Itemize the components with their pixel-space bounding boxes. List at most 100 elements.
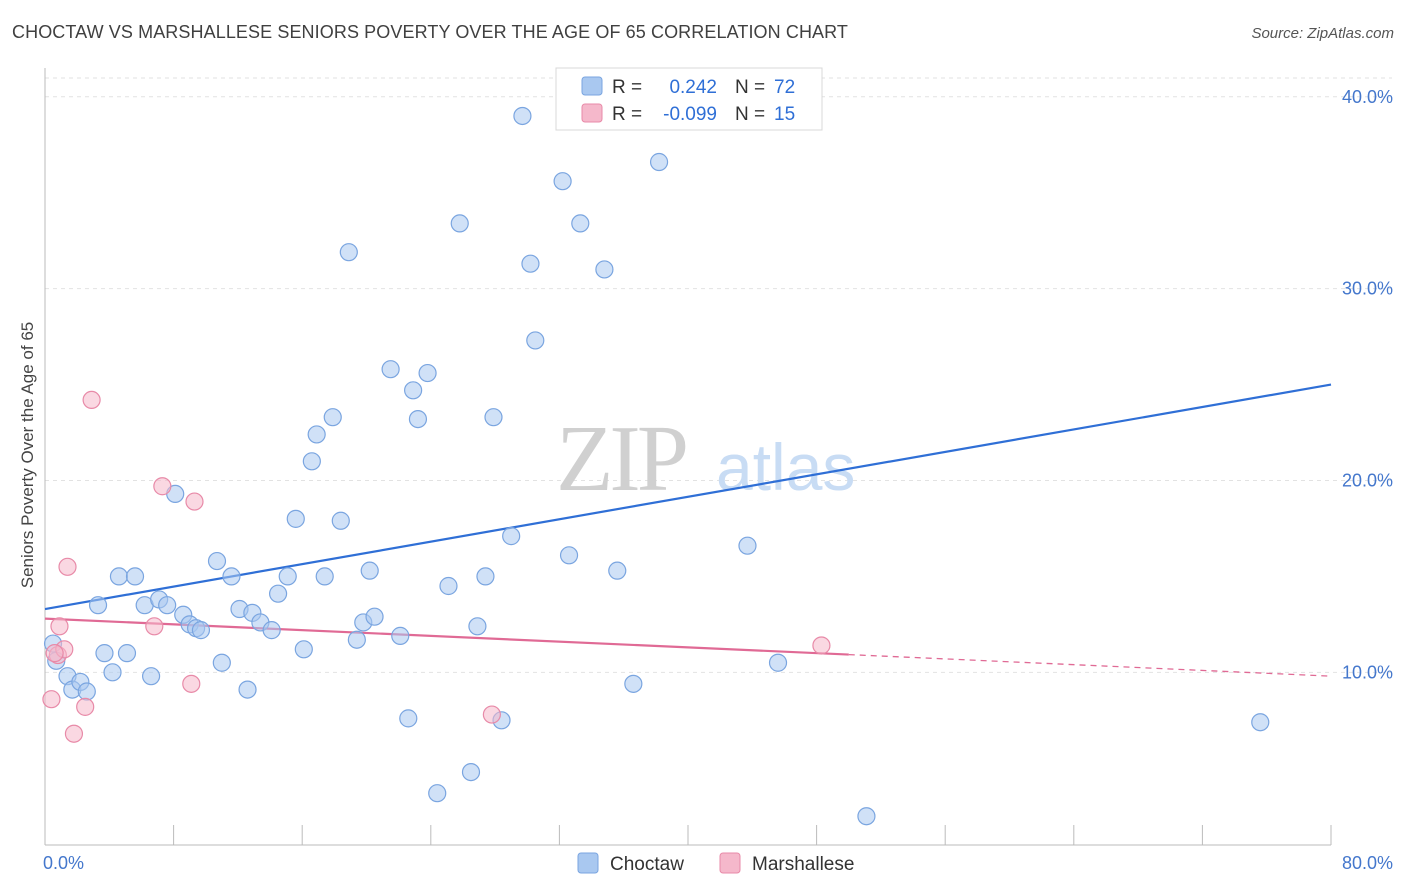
choctaw-point-63 bbox=[571, 214, 590, 233]
marshallese-point-9 bbox=[153, 477, 172, 496]
y-tick-label-0: 10.0% bbox=[1342, 662, 1393, 682]
trend-line-choctaw bbox=[44, 383, 1332, 611]
choctaw-point-28 bbox=[262, 621, 281, 640]
y-tick-label-1: 20.0% bbox=[1342, 470, 1393, 490]
x-tick-label-max: 80.0% bbox=[1342, 853, 1393, 873]
choctaw-point-21 bbox=[207, 551, 227, 571]
choctaw-point-43 bbox=[381, 360, 400, 379]
choctaw-point-37 bbox=[331, 511, 350, 530]
choctaw-point-41 bbox=[360, 561, 379, 580]
legend-n-label-1: N = bbox=[735, 77, 765, 98]
source-label: Source: ZipAtlas.com bbox=[1251, 25, 1394, 42]
choctaw-point-8 bbox=[103, 663, 122, 682]
marshallese-point-2 bbox=[50, 617, 69, 636]
choctaw-point-20 bbox=[191, 621, 211, 640]
choctaw-point-25 bbox=[238, 680, 257, 699]
legend-r-label-1: R = bbox=[612, 77, 642, 98]
choctaw-point-64 bbox=[595, 260, 614, 279]
bottom-legend-label-choctaw: Choctaw bbox=[610, 854, 684, 875]
choctaw-point-36 bbox=[323, 408, 342, 427]
marshallese-point-11 bbox=[185, 492, 204, 511]
choctaw-point-10 bbox=[117, 644, 137, 663]
choctaw-point-23 bbox=[222, 567, 241, 586]
choctaw-point-61 bbox=[553, 172, 572, 191]
choctaw-point-59 bbox=[521, 254, 540, 273]
choctaw-point-47 bbox=[408, 409, 428, 429]
bottom-legend-label-marshallese: Marshallese bbox=[752, 854, 854, 875]
choctaw-point-67 bbox=[649, 152, 669, 172]
bottom-legend-swatch-marshallese bbox=[719, 852, 741, 874]
marshallese-point-12 bbox=[482, 705, 501, 724]
marshallese-point-4 bbox=[58, 557, 77, 576]
watermark-zip: ZIP bbox=[556, 407, 686, 511]
choctaw-point-7 bbox=[95, 644, 114, 663]
marshallese-point-7 bbox=[82, 390, 101, 410]
legend-n-label-2: N = bbox=[735, 104, 765, 125]
marshallese-point-13 bbox=[812, 636, 831, 655]
data-points bbox=[42, 106, 1270, 826]
axes bbox=[44, 68, 1332, 846]
legend-r-label-2: R = bbox=[612, 104, 642, 125]
marshallese-point-14 bbox=[45, 644, 64, 663]
choctaw-point-50 bbox=[439, 576, 458, 596]
choctaw-point-32 bbox=[294, 640, 313, 659]
marshallese-point-10 bbox=[182, 674, 201, 693]
choctaw-point-69 bbox=[768, 653, 788, 672]
marshallese-point-8 bbox=[145, 617, 164, 636]
marshallese-point-6 bbox=[76, 697, 95, 716]
choctaw-point-15 bbox=[158, 596, 177, 615]
choctaw-point-68 bbox=[738, 536, 757, 555]
choctaw-point-34 bbox=[307, 425, 326, 444]
trend-line-extension-marshallese bbox=[848, 653, 1332, 677]
choctaw-point-31 bbox=[286, 509, 305, 528]
legend-swatch-choctaw bbox=[581, 76, 603, 96]
choctaw-point-46 bbox=[404, 381, 423, 400]
legend-n-value-2: 15 bbox=[774, 104, 795, 125]
y-tick-label-3: 40.0% bbox=[1342, 87, 1393, 107]
choctaw-point-22 bbox=[212, 653, 231, 672]
bottom-legend: Choctaw Marshallese bbox=[577, 852, 854, 875]
watermark-atlas: atlas bbox=[716, 430, 855, 504]
x-tick-labels: 0.0% 80.0% bbox=[43, 853, 1393, 873]
choctaw-point-49 bbox=[428, 784, 447, 803]
choctaw-point-60 bbox=[526, 331, 545, 350]
legend: R = 0.242 N = 72 R = -0.099 N = 15 bbox=[555, 67, 823, 131]
choctaw-point-11 bbox=[125, 567, 145, 586]
choctaw-point-54 bbox=[476, 567, 495, 586]
choctaw-point-29 bbox=[268, 584, 288, 603]
choctaw-point-55 bbox=[484, 408, 503, 427]
chart-title: CHOCTAW VS MARSHALLESE SENIORS POVERTY O… bbox=[12, 22, 849, 42]
x-tick-label-min: 0.0% bbox=[43, 853, 84, 873]
choctaw-point-39 bbox=[347, 630, 366, 649]
legend-n-value-1: 72 bbox=[774, 77, 795, 98]
choctaw-point-51 bbox=[450, 214, 469, 233]
y-tick-labels: 10.0% 20.0% 30.0% 40.0% bbox=[1342, 87, 1393, 683]
choctaw-point-53 bbox=[468, 617, 487, 636]
choctaw-point-70 bbox=[857, 807, 876, 826]
marshallese-point-0 bbox=[42, 690, 61, 709]
y-tick-label-2: 30.0% bbox=[1342, 279, 1393, 299]
watermark: ZIP atlas bbox=[556, 407, 855, 511]
choctaw-point-6 bbox=[88, 596, 108, 615]
choctaw-point-71 bbox=[1251, 713, 1270, 732]
grid-lines bbox=[45, 77, 1392, 673]
choctaw-point-42 bbox=[365, 607, 384, 626]
legend-swatch-marshallese bbox=[581, 103, 603, 123]
choctaw-point-57 bbox=[502, 527, 521, 546]
choctaw-point-9 bbox=[109, 567, 129, 586]
choctaw-point-65 bbox=[608, 561, 627, 580]
legend-r-value-1: 0.242 bbox=[669, 77, 717, 98]
trend-lines bbox=[44, 383, 1332, 677]
choctaw-point-48 bbox=[418, 363, 437, 383]
choctaw-point-30 bbox=[278, 567, 297, 586]
choctaw-point-62 bbox=[559, 546, 579, 565]
choctaw-point-13 bbox=[141, 667, 161, 686]
choctaw-point-52 bbox=[461, 762, 481, 782]
choctaw-point-5 bbox=[77, 682, 96, 701]
choctaw-point-35 bbox=[315, 567, 334, 586]
y-axis-label: Seniors Poverty Over the Age of 65 bbox=[18, 322, 37, 588]
choctaw-point-38 bbox=[339, 243, 358, 262]
trend-line-marshallese bbox=[44, 617, 849, 656]
legend-r-value-2: -0.099 bbox=[663, 104, 717, 125]
